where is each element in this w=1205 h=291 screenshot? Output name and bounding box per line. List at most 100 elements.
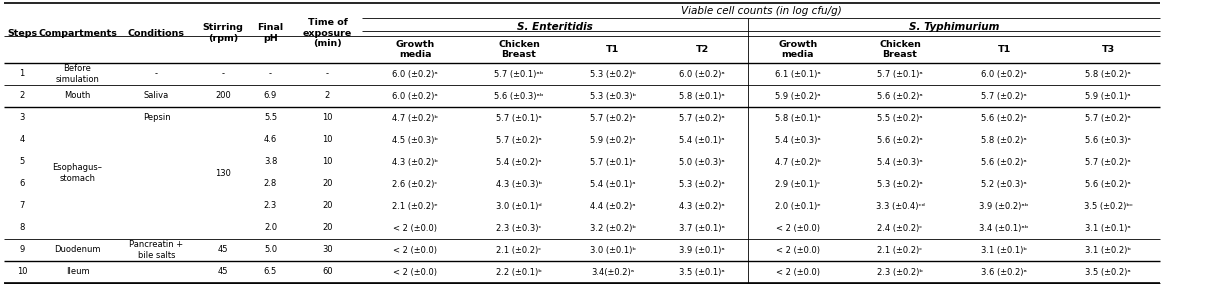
Text: 3.4 (±0.1)ᵃᵇ: 3.4 (±0.1)ᵃᵇ <box>980 223 1029 233</box>
Text: 5.8 (±0.2)ᵃ: 5.8 (±0.2)ᵃ <box>1086 70 1130 79</box>
Text: 4: 4 <box>19 136 24 145</box>
Text: 2.3 (±0.2)ᵇ: 2.3 (±0.2)ᵇ <box>877 267 923 276</box>
Text: 130: 130 <box>214 168 231 178</box>
Text: Pepsin: Pepsin <box>142 113 170 123</box>
Text: 5.2 (±0.3)ᵃ: 5.2 (±0.3)ᵃ <box>981 180 1027 189</box>
Text: < 2 (±0.0): < 2 (±0.0) <box>776 267 819 276</box>
Text: 2.3 (±0.3)ᶜ: 2.3 (±0.3)ᶜ <box>496 223 542 233</box>
Text: 2.0 (±0.1)ᵉ: 2.0 (±0.1)ᵉ <box>775 201 821 210</box>
Text: 2.1 (±0.2)ᶜ: 2.1 (±0.2)ᶜ <box>496 246 541 255</box>
Text: 5.7 (±0.1)ᵃ: 5.7 (±0.1)ᵃ <box>590 157 636 166</box>
Text: 6.0 (±0.2)ᵃ: 6.0 (±0.2)ᵃ <box>981 70 1027 79</box>
Text: 5.7 (±0.2)ᵃ: 5.7 (±0.2)ᵃ <box>981 91 1027 100</box>
Text: 3.1 (±0.2)ᵇ: 3.1 (±0.2)ᵇ <box>1084 246 1131 255</box>
Text: Steps: Steps <box>7 29 37 38</box>
Text: 5.0: 5.0 <box>264 246 277 255</box>
Text: < 2 (±0.0): < 2 (±0.0) <box>776 223 819 233</box>
Text: 4.3 (±0.3)ᵇ: 4.3 (±0.3)ᵇ <box>496 180 542 189</box>
Text: 3.9 (±0.1)ᵃ: 3.9 (±0.1)ᵃ <box>680 246 725 255</box>
Text: Compartments: Compartments <box>39 29 117 38</box>
Text: 5: 5 <box>19 157 24 166</box>
Text: 30: 30 <box>322 246 333 255</box>
Text: 5.3 (±0.2)ᵃ: 5.3 (±0.2)ᵃ <box>877 180 923 189</box>
Text: 20: 20 <box>322 180 333 189</box>
Text: 2: 2 <box>325 91 330 100</box>
Text: 10: 10 <box>322 157 333 166</box>
Text: < 2 (±0.0): < 2 (±0.0) <box>776 246 819 255</box>
Text: 5.7 (±0.1)ᵃ: 5.7 (±0.1)ᵃ <box>877 70 923 79</box>
Text: 5.9 (±0.1)ᵃ: 5.9 (±0.1)ᵃ <box>1086 91 1130 100</box>
Text: 60: 60 <box>322 267 333 276</box>
Text: 5.7 (±0.2)ᵃ: 5.7 (±0.2)ᵃ <box>1086 157 1130 166</box>
Text: 5.4 (±0.3)ᵃ: 5.4 (±0.3)ᵃ <box>775 136 821 145</box>
Text: 4.4 (±0.2)ᵃ: 4.4 (±0.2)ᵃ <box>590 201 636 210</box>
Text: T1: T1 <box>998 45 1011 54</box>
Text: 5.7 (±0.2)ᵃ: 5.7 (±0.2)ᵃ <box>680 113 725 123</box>
Text: 2.2 (±0.1)ᵇ: 2.2 (±0.1)ᵇ <box>496 267 542 276</box>
Text: T2: T2 <box>695 45 709 54</box>
Text: 9: 9 <box>19 246 24 255</box>
Text: Time of
exposure
(min): Time of exposure (min) <box>302 18 352 48</box>
Text: 2: 2 <box>19 91 24 100</box>
Text: 3.5 (±0.2)ᵃ: 3.5 (±0.2)ᵃ <box>1086 267 1130 276</box>
Text: 6.1 (±0.1)ᵃ: 6.1 (±0.1)ᵃ <box>775 70 821 79</box>
Text: 2.6 (±0.2)ᶜ: 2.6 (±0.2)ᶜ <box>393 180 437 189</box>
Text: 20: 20 <box>322 201 333 210</box>
Text: Mouth: Mouth <box>64 91 90 100</box>
Text: 5.7 (±0.2)ᵃ: 5.7 (±0.2)ᵃ <box>1086 113 1130 123</box>
Text: 4.3 (±0.2)ᵇ: 4.3 (±0.2)ᵇ <box>392 157 437 166</box>
Text: 5.3 (±0.2)ᵃ: 5.3 (±0.2)ᵃ <box>680 180 725 189</box>
Text: 6.9: 6.9 <box>264 91 277 100</box>
Text: < 2 (±0.0): < 2 (±0.0) <box>393 223 437 233</box>
Text: 5.5: 5.5 <box>264 113 277 123</box>
Text: 5.8 (±0.1)ᵃ: 5.8 (±0.1)ᵃ <box>680 91 725 100</box>
Text: 5.7 (±0.1)ᵃᵇ: 5.7 (±0.1)ᵃᵇ <box>494 70 543 79</box>
Text: 3.8: 3.8 <box>264 157 277 166</box>
Text: < 2 (±0.0): < 2 (±0.0) <box>393 246 437 255</box>
Text: 8: 8 <box>19 223 24 233</box>
Text: Saliva: Saliva <box>143 91 169 100</box>
Text: 5.4 (±0.1)ᵃ: 5.4 (±0.1)ᵃ <box>680 136 725 145</box>
Text: 200: 200 <box>216 91 231 100</box>
Text: T1: T1 <box>606 45 619 54</box>
Text: 3: 3 <box>19 113 24 123</box>
Text: 5.3 (±0.2)ᵇ: 5.3 (±0.2)ᵇ <box>590 70 636 79</box>
Text: 3.9 (±0.2)ᵃᵇ: 3.9 (±0.2)ᵃᵇ <box>980 201 1029 210</box>
Text: Duodenum: Duodenum <box>54 246 101 255</box>
Text: 6.5: 6.5 <box>264 267 277 276</box>
Text: Viable cell counts (in log cfu/g): Viable cell counts (in log cfu/g) <box>681 6 841 15</box>
Text: 6.0 (±0.2)ᵃ: 6.0 (±0.2)ᵃ <box>392 91 437 100</box>
Text: 4.7 (±0.2)ᵇ: 4.7 (±0.2)ᵇ <box>775 157 821 166</box>
Text: 2.8: 2.8 <box>264 180 277 189</box>
Text: 2.3: 2.3 <box>264 201 277 210</box>
Text: 45: 45 <box>218 246 228 255</box>
Text: -: - <box>155 70 158 79</box>
Text: 5.8 (±0.1)ᵃ: 5.8 (±0.1)ᵃ <box>775 113 821 123</box>
Text: 5.6 (±0.2)ᵃ: 5.6 (±0.2)ᵃ <box>981 157 1027 166</box>
Text: 6.0 (±0.2)ᵃ: 6.0 (±0.2)ᵃ <box>680 70 725 79</box>
Text: 10: 10 <box>17 267 28 276</box>
Text: S. Enteritidis: S. Enteritidis <box>517 22 593 32</box>
Text: 3.0 (±0.1)ᵇ: 3.0 (±0.1)ᵇ <box>590 246 636 255</box>
Text: Ileum: Ileum <box>66 267 89 276</box>
Text: Conditions: Conditions <box>128 29 186 38</box>
Text: 2.1 (±0.2)ᵉ: 2.1 (±0.2)ᵉ <box>392 201 437 210</box>
Text: < 2 (±0.0): < 2 (±0.0) <box>393 267 437 276</box>
Text: 10: 10 <box>322 113 333 123</box>
Text: -: - <box>222 70 224 79</box>
Text: 1: 1 <box>19 70 24 79</box>
Text: 3.5 (±0.1)ᵃ: 3.5 (±0.1)ᵃ <box>680 267 725 276</box>
Text: Final
pH: Final pH <box>258 23 283 43</box>
Text: Before
simulation: Before simulation <box>55 64 100 84</box>
Text: 2.1 (±0.2)ᶜ: 2.1 (±0.2)ᶜ <box>877 246 923 255</box>
Text: 6.0 (±0.2)ᵃ: 6.0 (±0.2)ᵃ <box>392 70 437 79</box>
Text: Growth
media: Growth media <box>778 40 818 59</box>
Text: 4.3 (±0.2)ᵃ: 4.3 (±0.2)ᵃ <box>680 201 725 210</box>
Text: 5.6 (±0.3)ᵃᵇ: 5.6 (±0.3)ᵃᵇ <box>494 91 543 100</box>
Text: 3.1 (±0.1)ᵇ: 3.1 (±0.1)ᵇ <box>981 246 1027 255</box>
Text: 3.1 (±0.1)ᵃ: 3.1 (±0.1)ᵃ <box>1086 223 1130 233</box>
Text: Stirring
(rpm): Stirring (rpm) <box>202 23 243 43</box>
Text: Pancreatin +
bile salts: Pancreatin + bile salts <box>129 240 183 260</box>
Text: 3.7 (±0.1)ᵃ: 3.7 (±0.1)ᵃ <box>680 223 725 233</box>
Text: 5.3 (±0.3)ᵇ: 5.3 (±0.3)ᵇ <box>590 91 636 100</box>
